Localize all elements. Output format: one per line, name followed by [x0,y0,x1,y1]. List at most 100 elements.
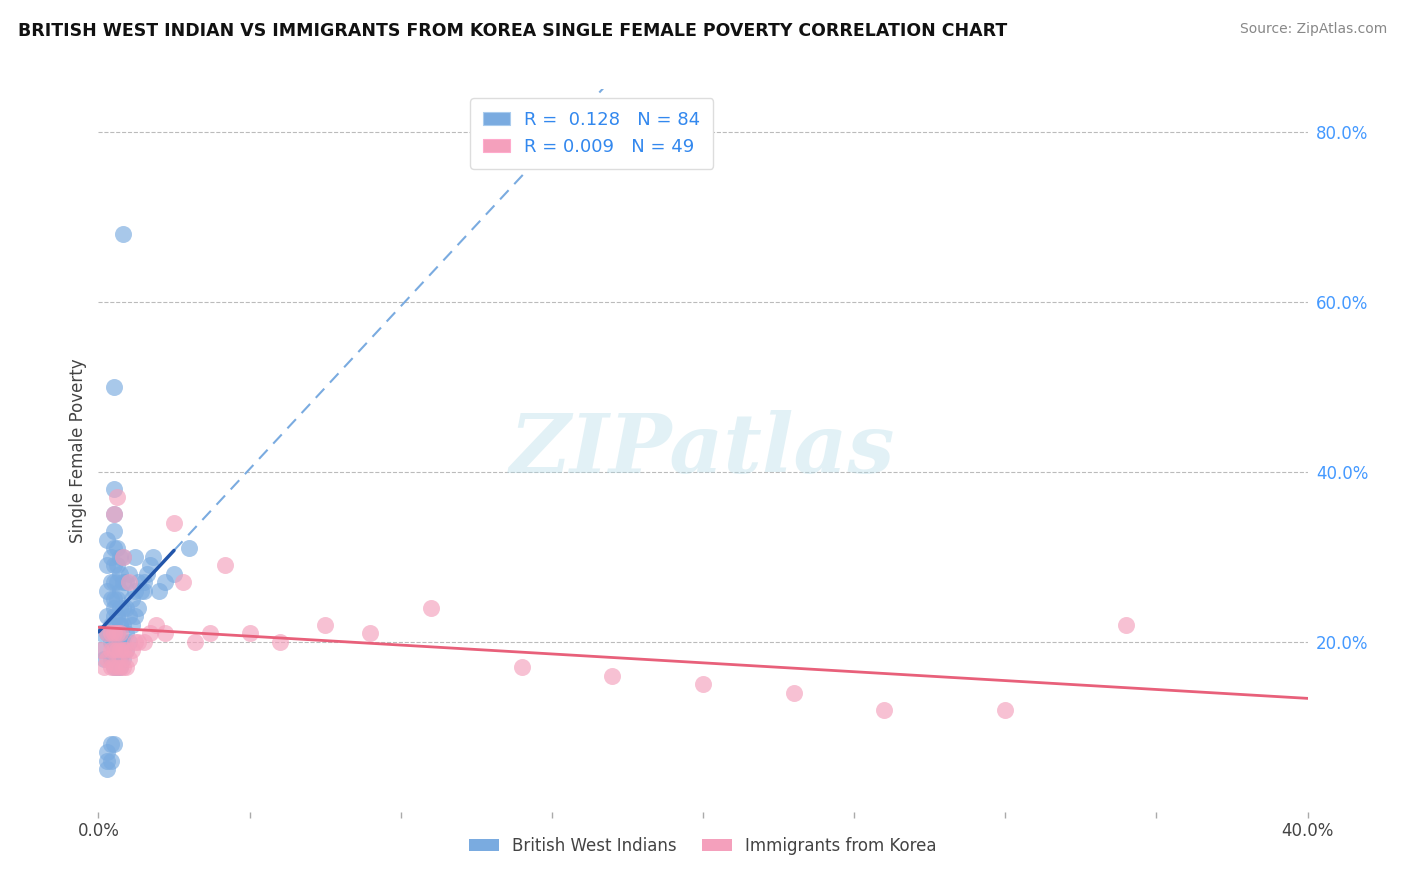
Point [179,541,201,556]
Point [103,626,125,640]
Point [184,634,207,648]
Point [602,669,624,683]
Point [93,660,115,674]
Point [132,583,155,598]
Point [139,558,162,573]
Point [103,600,125,615]
Point [103,660,125,674]
Point [103,507,125,521]
Point [96,609,118,624]
Point [153,575,176,590]
Point [114,600,136,615]
Point [127,575,149,590]
Point [135,566,157,581]
Point [100,660,122,674]
Point [100,575,122,590]
Point [692,677,714,691]
Point [118,566,141,581]
Point [127,600,149,615]
Point [111,643,134,657]
Point [114,660,136,674]
Point [1115,617,1137,632]
Point [105,592,128,607]
Point [783,686,806,700]
Point [114,643,136,657]
Point [103,634,125,648]
Point [96,754,118,768]
Point [96,745,118,759]
Point [142,549,165,564]
Point [239,626,262,640]
Point [96,533,118,547]
Point [105,558,128,573]
Point [105,575,128,590]
Point [96,558,118,573]
Point [103,482,125,496]
Point [105,626,128,640]
Point [420,600,443,615]
Point [121,617,143,632]
Point [103,643,125,657]
Point [114,626,136,640]
Point [96,762,118,776]
Point [108,549,131,564]
Point [96,626,118,640]
Text: ZIPatlas: ZIPatlas [510,410,896,491]
Point [96,651,118,665]
Point [105,609,128,624]
Point [118,609,141,624]
Point [100,592,122,607]
Point [90,626,112,640]
Y-axis label: Single Female Poverty: Single Female Poverty [69,359,87,542]
Point [163,566,186,581]
Point [124,609,146,624]
Point [96,626,118,640]
Text: BRITISH WEST INDIAN VS IMMIGRANTS FROM KOREA SINGLE FEMALE POVERTY CORRELATION C: BRITISH WEST INDIAN VS IMMIGRANTS FROM K… [18,22,1008,40]
Point [111,600,134,615]
Point [105,643,128,657]
Point [100,617,122,632]
Point [103,626,125,640]
Point [103,617,125,632]
Point [105,660,128,674]
Point [118,575,141,590]
Point [145,617,167,632]
Point [105,541,128,556]
Point [118,634,141,648]
Point [111,575,134,590]
Point [105,490,128,504]
Point [118,651,141,665]
Point [108,626,131,640]
Point [111,549,134,564]
Point [103,609,125,624]
Point [132,575,155,590]
Point [105,626,128,640]
Point [103,507,125,521]
Point [114,643,136,657]
Point [510,660,533,674]
Point [108,634,131,648]
Point [105,660,128,674]
Point [103,660,125,674]
Point [111,617,134,632]
Point [100,634,122,648]
Point [100,737,122,751]
Point [108,617,131,632]
Point [90,643,112,657]
Point [200,626,222,640]
Point [103,541,125,556]
Point [100,549,122,564]
Point [172,575,194,590]
Point [103,524,125,539]
Point [103,558,125,573]
Point [124,634,146,648]
Point [100,626,122,640]
Point [100,754,122,768]
Point [108,617,131,632]
Point [103,592,125,607]
Point [873,703,896,717]
Point [108,583,131,598]
Point [129,583,152,598]
Point [111,227,134,241]
Point [108,600,131,615]
